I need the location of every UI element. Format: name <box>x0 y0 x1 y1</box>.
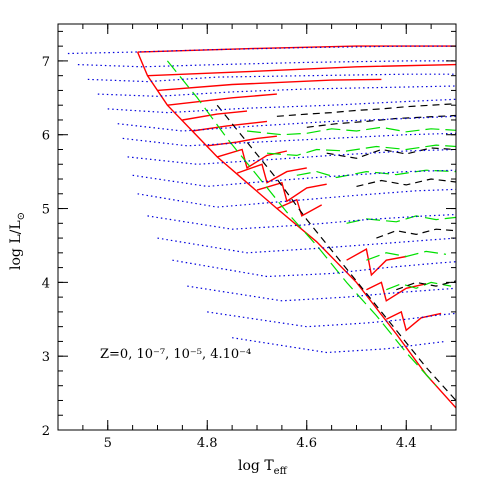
x-axis-label-sub: eff <box>274 466 288 477</box>
x-tick-label: 5 <box>104 436 112 451</box>
series-3-track-15 <box>232 337 447 354</box>
series-0-track-5 <box>192 120 268 132</box>
series-1-track-6 <box>386 281 452 291</box>
y-tick-label: 2 <box>42 424 50 439</box>
y-tick-label: 4 <box>42 276 50 291</box>
series-1-track-1 <box>246 126 456 136</box>
series-2-track-2 <box>306 114 456 128</box>
y-tick-label: 7 <box>42 55 50 70</box>
series-0-track-9 <box>256 181 327 203</box>
series-3-track-12 <box>172 259 456 278</box>
series-0-track-3 <box>167 93 277 106</box>
series-0-track-10 <box>276 198 323 217</box>
axis-ticks <box>57 24 457 431</box>
series-0-track-13 <box>385 310 442 332</box>
plot-frame <box>57 23 457 431</box>
series-3-track-9 <box>137 188 456 208</box>
y-axis-label: log L/L⊙ <box>8 212 27 270</box>
y-axis-label-main: log L/L <box>8 220 24 270</box>
y-tick-label: 6 <box>42 129 50 144</box>
series-3-track-3 <box>97 85 456 97</box>
evolutionary-tracks <box>67 45 456 409</box>
series-3-track-4 <box>107 98 456 114</box>
x-axis-label-main: log T <box>238 458 274 474</box>
series-1-track-4 <box>346 215 456 224</box>
series-2-track-1 <box>276 103 456 117</box>
x-axis-label: log Teff <box>238 458 288 477</box>
series-2-track-6 <box>396 280 456 291</box>
series-0-track-4 <box>182 110 248 121</box>
series-1-track-3 <box>296 169 456 179</box>
series-3-track-8 <box>132 169 456 188</box>
series-1-track-5 <box>366 250 447 261</box>
x-tick-label: 4.8 <box>197 436 218 451</box>
axis-tick-labels: 5 4.8 4.6 4.4 2 3 4 5 6 7 <box>42 55 417 451</box>
series-0-track-1 <box>147 63 456 77</box>
series-3-track-6 <box>122 132 456 147</box>
x-tick-label: 4.4 <box>396 436 417 451</box>
y-tick-label: 3 <box>42 350 50 365</box>
series-2-track-4 <box>356 178 456 187</box>
series-0-track-11 <box>346 248 407 277</box>
chart-annotation: Z=0, 10⁻⁷, 10⁻⁵, 4.10⁻⁴ <box>100 347 251 362</box>
series-0-track-8 <box>236 163 307 184</box>
series-1-track-0 <box>166 60 437 387</box>
series-3-track-5 <box>117 115 456 132</box>
series-2-track-3 <box>326 147 456 159</box>
series-3-track-0 <box>67 45 456 55</box>
x-tick-label: 4.6 <box>296 436 317 451</box>
series-3-track-10 <box>147 213 456 230</box>
zams-line <box>136 51 456 409</box>
series-0-track-2 <box>157 78 382 92</box>
series-3-track-13 <box>187 285 456 302</box>
y-tick-label: 5 <box>42 203 50 218</box>
series-2-track-0 <box>216 104 456 401</box>
series-3-track-14 <box>207 311 456 328</box>
series-2-track-5 <box>376 228 456 239</box>
series-0-track-0 <box>137 45 456 53</box>
series-3-track-2 <box>87 73 456 83</box>
series-3-track-7 <box>127 148 456 165</box>
series-1-track-2 <box>266 144 456 157</box>
series-3-track-11 <box>157 237 456 254</box>
y-axis-label-sub: ⊙ <box>16 212 27 220</box>
